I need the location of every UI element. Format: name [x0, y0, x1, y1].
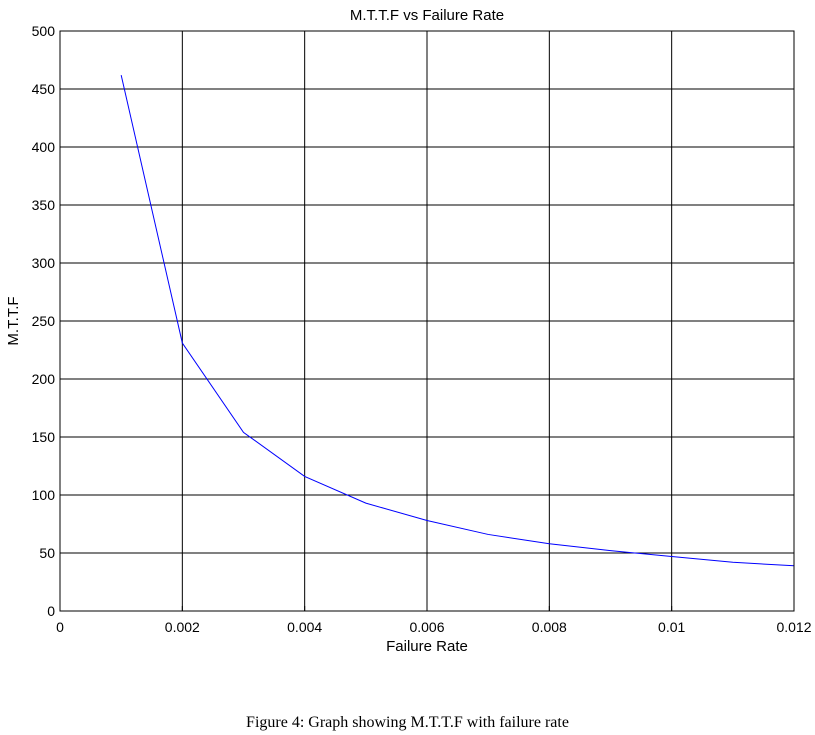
y-tick-label: 0 — [47, 603, 55, 619]
y-axis-label: M.T.T.F — [5, 296, 22, 345]
x-tick-label: 0 — [56, 619, 64, 635]
y-tick-label: 450 — [32, 81, 56, 97]
x-tick-label: 0.004 — [287, 619, 322, 635]
chart: 0 0.002 0.004 0.006 0.008 0.01 0.012 0 50 100 150 2… — [5, 7, 812, 655]
y-tick-label: 300 — [32, 255, 56, 271]
series-line — [120, 74, 795, 567]
ticks: 0 0.002 0.004 0.006 0.008 0.01 0.012 0 50 100 150 2… — [32, 23, 812, 635]
x-tick-label: 0.006 — [409, 619, 444, 635]
x-tick-label: 0.01 — [658, 619, 685, 635]
x-axis-label: Failure Rate — [386, 638, 468, 655]
y-tick-label: 150 — [32, 429, 56, 445]
y-tick-label: 350 — [32, 197, 56, 213]
chart-title: M.T.T.F vs Failure Rate — [350, 7, 504, 24]
y-tick-label: 500 — [32, 23, 56, 39]
y-tick-label: 50 — [39, 545, 55, 561]
y-tick-label: 400 — [32, 139, 56, 155]
y-tick-label: 200 — [32, 371, 56, 387]
x-tick-label: 0.012 — [776, 619, 811, 635]
series-group — [120, 74, 795, 567]
figure-caption: Figure 4: Graph showing M.T.T.F with fai… — [246, 714, 569, 731]
y-tick-label: 250 — [32, 313, 56, 329]
x-tick-label: 0.002 — [165, 619, 200, 635]
y-tick-label: 100 — [32, 487, 56, 503]
x-tick-label: 0.008 — [532, 619, 567, 635]
